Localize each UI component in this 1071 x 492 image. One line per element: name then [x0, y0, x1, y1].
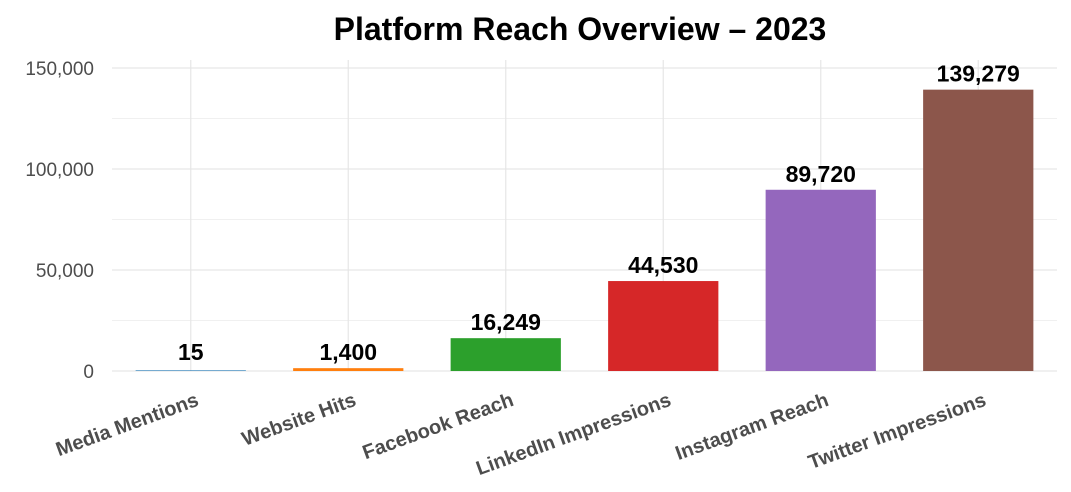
data-label: 44,530 — [628, 252, 698, 278]
data-label: 139,279 — [937, 61, 1020, 87]
data-label: 1,400 — [319, 339, 377, 365]
data-label: 89,720 — [786, 161, 856, 187]
y-tick-label: 100,000 — [25, 160, 94, 181]
bar-media-mentions — [135, 370, 246, 371]
y-axis: 0 50,000 100,000 150,000 — [25, 59, 94, 383]
bar-linkedin-impressions — [608, 281, 719, 371]
bar-website-hits — [293, 368, 404, 371]
data-label: 16,249 — [471, 309, 541, 335]
data-label: 15 — [178, 339, 204, 365]
bar-instagram-reach — [765, 189, 876, 371]
x-tick-label: Media Mentions — [53, 389, 201, 461]
y-tick-label: 150,000 — [25, 59, 94, 80]
x-axis: Media Mentions Website Hits Facebook Reach… — [53, 389, 989, 480]
x-tick-label: Website Hits — [239, 389, 359, 451]
bar-twitter-impressions — [923, 89, 1034, 371]
chart-title: Platform Reach Overview – 2023 — [334, 11, 827, 47]
grid — [112, 60, 1057, 372]
y-tick-label: 50,000 — [36, 261, 94, 282]
data-labels: 15 1,400 16,249 44,530 89,720 139,279 — [178, 61, 1020, 365]
y-tick-label: 0 — [83, 362, 94, 383]
x-tick-label: Twitter Impressions — [805, 389, 989, 474]
bar-facebook-reach — [450, 338, 561, 371]
bars — [135, 89, 1034, 371]
